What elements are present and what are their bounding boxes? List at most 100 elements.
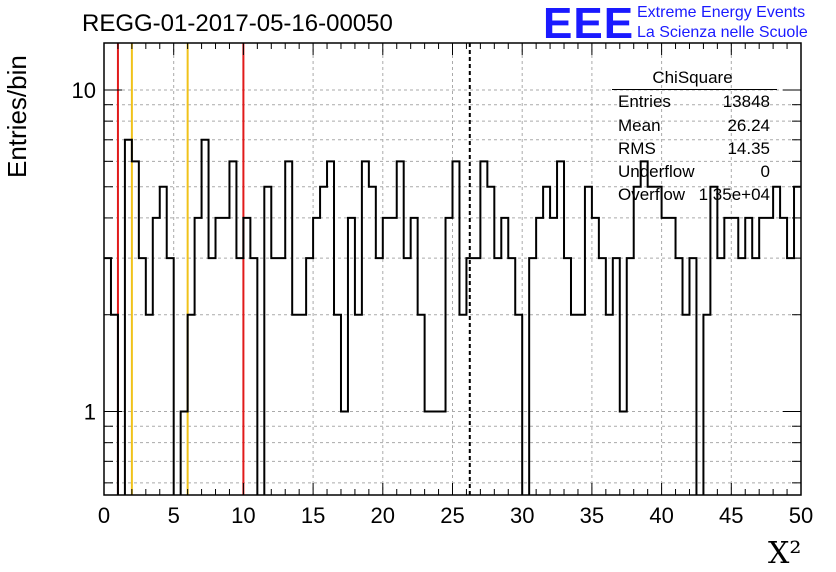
histogram-bin <box>634 187 641 495</box>
histogram-bin <box>683 315 690 495</box>
histogram-bin <box>229 161 236 495</box>
histogram-bin <box>202 140 209 495</box>
histogram-bin <box>613 258 620 495</box>
stats-row-underflow: Underflow 0 <box>618 162 770 184</box>
histogram-bin <box>139 258 146 495</box>
x-tick-label: 10 <box>231 503 255 528</box>
histogram-group <box>104 138 801 495</box>
histogram-bin <box>153 218 160 495</box>
histogram-bin <box>188 315 195 495</box>
x-axis-label: X² <box>768 536 802 571</box>
histogram-outline <box>104 138 801 495</box>
histogram-bin <box>710 187 717 495</box>
histogram-bin <box>446 218 453 495</box>
histogram-bin <box>480 161 487 495</box>
histogram-bin <box>125 140 132 495</box>
histogram-bin <box>418 315 425 495</box>
stats-key: Mean <box>618 116 661 135</box>
histogram-bin <box>334 315 341 495</box>
histogram-bin <box>278 258 285 495</box>
y-ticks <box>104 89 801 484</box>
logo-line-1: Extreme Energy Events <box>637 4 806 21</box>
histogram-bin <box>487 187 494 495</box>
histogram-bin <box>383 218 390 495</box>
histogram-bin <box>627 258 634 495</box>
x-tick-label: 15 <box>301 503 325 528</box>
stats-row-mean: Mean 26.24 <box>618 116 770 138</box>
histogram-bin <box>306 258 313 495</box>
histogram-bin <box>536 218 543 495</box>
histogram-bin <box>780 218 787 495</box>
stats-value: 14.35 <box>727 139 770 158</box>
histogram-bin <box>662 218 669 495</box>
y-tick-label: 10 <box>72 78 96 103</box>
stats-value: 26.24 <box>727 116 770 135</box>
histogram-bin <box>355 315 362 495</box>
histogram-bin <box>222 218 229 495</box>
histogram-bin <box>564 258 571 495</box>
histogram-bin <box>529 258 536 495</box>
histogram-bin <box>794 187 801 495</box>
stats-key: Overflow <box>618 185 686 204</box>
histogram-bin <box>362 161 369 495</box>
histogram-bin <box>167 258 174 495</box>
histogram-bin <box>724 218 731 495</box>
histogram-bin <box>209 258 216 495</box>
histogram-bin <box>648 187 655 495</box>
x-tick-label: 25 <box>440 503 464 528</box>
histogram-bin <box>376 258 383 495</box>
histogram-bin <box>599 258 606 495</box>
x-tick-label: 45 <box>719 503 743 528</box>
stats-key: Underflow <box>618 162 695 181</box>
eee-logo: EEE <box>543 0 635 48</box>
histogram-bin <box>759 218 766 495</box>
histogram-bin <box>104 258 111 495</box>
histogram-bin <box>243 218 250 495</box>
histogram-bin <box>641 161 648 495</box>
histogram-bin <box>264 187 271 495</box>
stats-divider <box>612 89 777 90</box>
histogram-bin <box>195 218 202 495</box>
histogram-bin <box>501 218 508 495</box>
histogram-bin <box>731 218 738 495</box>
logo-line-2: La Scienza nelle Scuole <box>637 24 808 41</box>
histogram-bin <box>717 258 724 495</box>
histogram-bin <box>111 315 118 495</box>
histogram-bin <box>773 187 780 495</box>
histogram-bin <box>508 258 515 495</box>
histogram-bin <box>132 161 139 495</box>
histogram-bin <box>571 315 578 495</box>
y-axis-label: Entries/bin <box>2 55 32 178</box>
stats-title: ChiSquare <box>652 68 733 87</box>
histogram-bin <box>543 187 550 495</box>
x-tick-label: 30 <box>510 503 534 528</box>
x-tick-label: 50 <box>789 503 813 528</box>
histogram-bin <box>592 218 599 495</box>
histogram-bin <box>655 187 662 495</box>
histogram-bin <box>236 258 243 495</box>
histogram-bin <box>689 258 696 495</box>
histogram-bin <box>369 187 376 495</box>
histogram-bin <box>320 187 327 495</box>
histogram-bin <box>494 258 501 495</box>
stats-value: 13848 <box>722 92 770 111</box>
x-tick-label: 5 <box>168 503 180 528</box>
histogram-bin <box>473 258 480 495</box>
histogram-bin <box>676 258 683 495</box>
histogram-bin <box>271 258 278 495</box>
histogram-bin <box>146 315 153 495</box>
x-tick-label: 35 <box>580 503 604 528</box>
histogram-bin <box>390 218 397 495</box>
histogram-bin <box>585 187 592 495</box>
histogram-bin <box>787 258 794 495</box>
histogram-bin <box>766 218 773 495</box>
stats-value: 1.35e+04 <box>698 185 770 204</box>
histogram-bin <box>313 218 320 495</box>
stats-key: RMS <box>618 139 656 158</box>
histogram-bin <box>703 315 710 495</box>
histogram-bin <box>557 161 564 495</box>
x-ticks <box>103 43 802 495</box>
stats-row-entries: Entries 13848 <box>618 92 770 114</box>
stats-row-overflow: Overflow 1.35e+04 <box>618 185 770 207</box>
histogram-bin <box>669 218 676 495</box>
